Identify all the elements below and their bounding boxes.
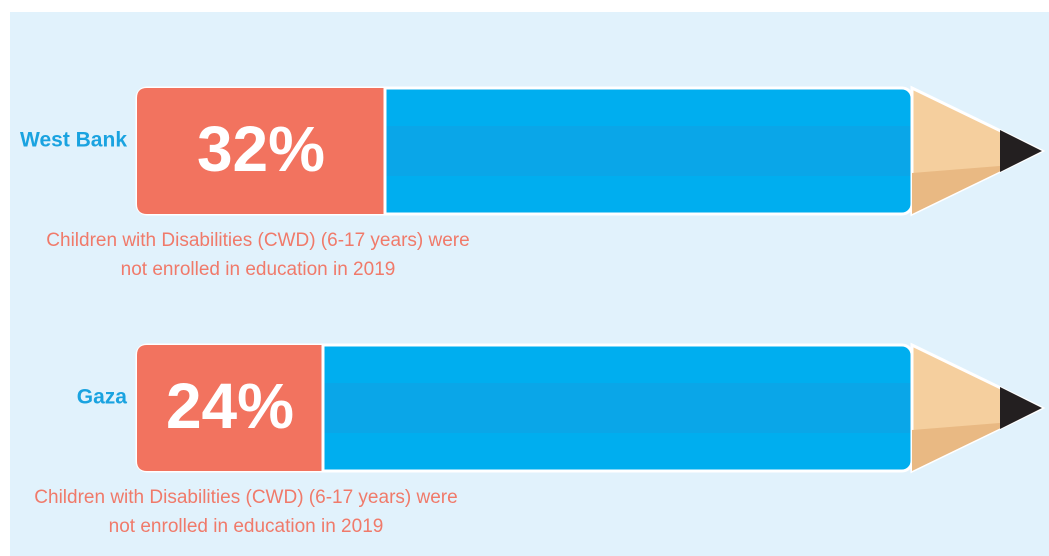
value-label: 32% bbox=[197, 113, 325, 185]
annotation: Children with Disabilities (CWD) (6-17 y… bbox=[46, 230, 469, 251]
annotation: Children with Disabilities (CWD) (6-17 y… bbox=[34, 487, 457, 508]
pencil-lead bbox=[1000, 387, 1042, 429]
value-label: 24% bbox=[166, 370, 294, 442]
category-label: Gaza bbox=[77, 386, 128, 409]
annotation: not enrolled in education in 2019 bbox=[121, 259, 396, 280]
annotation: not enrolled in education in 2019 bbox=[109, 516, 384, 537]
category-label: West Bank bbox=[20, 129, 127, 152]
pencil-lead bbox=[1000, 130, 1042, 172]
bar bbox=[137, 345, 323, 471]
bar bbox=[137, 88, 385, 214]
